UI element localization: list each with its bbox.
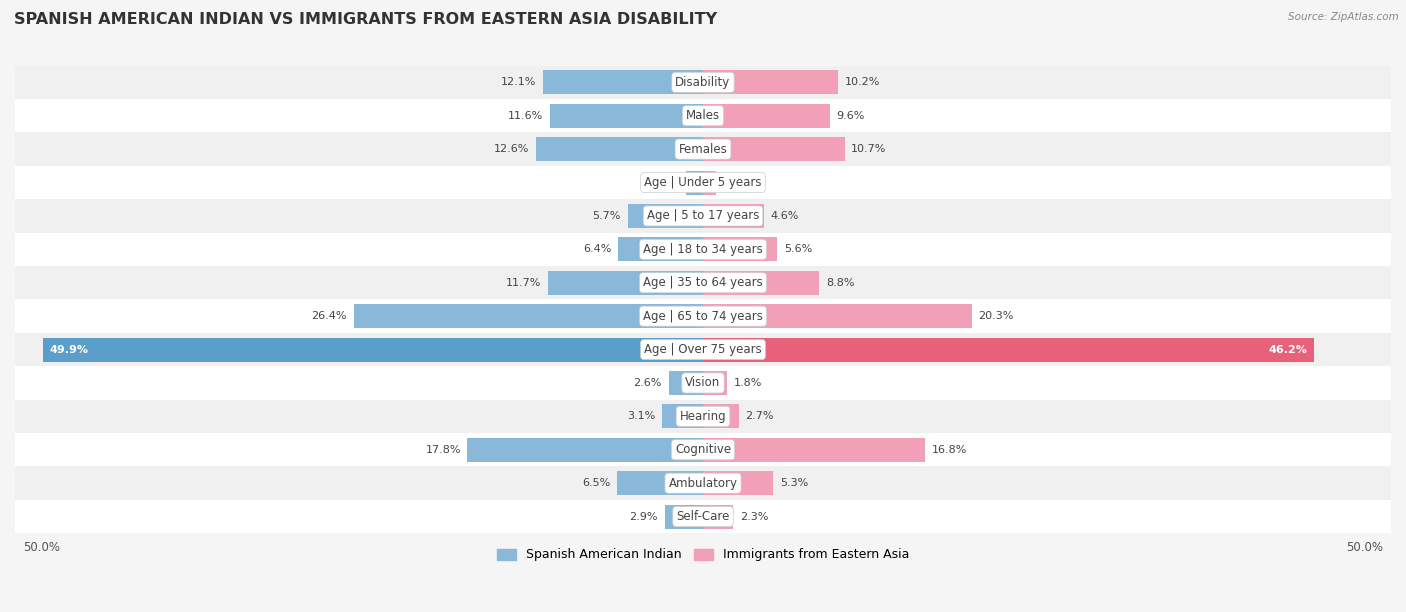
Text: Source: ZipAtlas.com: Source: ZipAtlas.com	[1288, 12, 1399, 22]
Text: 11.7%: 11.7%	[506, 278, 541, 288]
Text: 17.8%: 17.8%	[426, 445, 461, 455]
Text: Females: Females	[679, 143, 727, 155]
Text: 20.3%: 20.3%	[979, 311, 1014, 321]
Text: Age | Over 75 years: Age | Over 75 years	[644, 343, 762, 356]
Bar	[627, 204, 703, 228]
Bar	[15, 366, 1391, 400]
Text: 2.9%: 2.9%	[630, 512, 658, 521]
Bar	[703, 237, 778, 261]
Bar	[703, 371, 727, 395]
Bar	[703, 70, 838, 94]
Bar	[15, 266, 1391, 299]
Text: 12.1%: 12.1%	[501, 77, 536, 88]
Text: Males: Males	[686, 109, 720, 122]
Text: 1.0%: 1.0%	[723, 177, 751, 187]
Text: SPANISH AMERICAN INDIAN VS IMMIGRANTS FROM EASTERN ASIA DISABILITY: SPANISH AMERICAN INDIAN VS IMMIGRANTS FR…	[14, 12, 717, 28]
Text: 1.8%: 1.8%	[734, 378, 762, 388]
Text: 10.2%: 10.2%	[845, 77, 880, 88]
Bar	[703, 171, 716, 195]
Text: Disability: Disability	[675, 76, 731, 89]
Bar	[617, 471, 703, 495]
Bar	[662, 405, 703, 428]
Text: 6.5%: 6.5%	[582, 478, 610, 488]
Text: 8.8%: 8.8%	[827, 278, 855, 288]
Bar	[703, 304, 972, 328]
Bar	[543, 70, 703, 94]
Bar	[703, 204, 763, 228]
Bar	[703, 338, 1315, 362]
Bar	[548, 271, 703, 295]
Text: 4.6%: 4.6%	[770, 211, 799, 221]
Bar	[669, 371, 703, 395]
Bar	[15, 132, 1391, 166]
Text: 26.4%: 26.4%	[312, 311, 347, 321]
Text: 5.3%: 5.3%	[780, 478, 808, 488]
Text: Age | 18 to 34 years: Age | 18 to 34 years	[643, 243, 763, 256]
Bar	[536, 137, 703, 161]
Legend: Spanish American Indian, Immigrants from Eastern Asia: Spanish American Indian, Immigrants from…	[492, 543, 914, 566]
Bar	[703, 504, 734, 529]
Bar	[550, 103, 703, 128]
Bar	[467, 438, 703, 462]
Text: 12.6%: 12.6%	[495, 144, 530, 154]
Bar	[15, 233, 1391, 266]
Bar	[354, 304, 703, 328]
Bar	[15, 466, 1391, 500]
Text: 10.7%: 10.7%	[851, 144, 887, 154]
Text: 2.7%: 2.7%	[745, 411, 773, 422]
Bar	[15, 433, 1391, 466]
Text: Age | 65 to 74 years: Age | 65 to 74 years	[643, 310, 763, 323]
Bar	[15, 400, 1391, 433]
Text: Age | 35 to 64 years: Age | 35 to 64 years	[643, 276, 763, 289]
Text: 49.9%: 49.9%	[49, 345, 89, 354]
Text: 6.4%: 6.4%	[583, 244, 612, 255]
Text: 1.3%: 1.3%	[651, 177, 679, 187]
Bar	[703, 405, 738, 428]
Bar	[15, 333, 1391, 366]
Bar	[15, 99, 1391, 132]
Text: 46.2%: 46.2%	[1268, 345, 1308, 354]
Bar	[703, 103, 830, 128]
Text: Age | Under 5 years: Age | Under 5 years	[644, 176, 762, 189]
Text: 11.6%: 11.6%	[508, 111, 543, 121]
Text: 5.7%: 5.7%	[592, 211, 621, 221]
Text: 9.6%: 9.6%	[837, 111, 865, 121]
Bar	[665, 504, 703, 529]
Text: Self-Care: Self-Care	[676, 510, 730, 523]
Bar	[15, 500, 1391, 533]
Bar	[42, 338, 703, 362]
Text: 3.1%: 3.1%	[627, 411, 655, 422]
Text: Vision: Vision	[685, 376, 721, 389]
Bar	[686, 171, 703, 195]
Bar	[15, 299, 1391, 333]
Bar	[703, 471, 773, 495]
Text: Cognitive: Cognitive	[675, 443, 731, 457]
Text: 2.6%: 2.6%	[634, 378, 662, 388]
Bar	[703, 271, 820, 295]
Bar	[15, 200, 1391, 233]
Bar	[703, 438, 925, 462]
Text: Hearing: Hearing	[679, 410, 727, 423]
Bar	[619, 237, 703, 261]
Text: Age | 5 to 17 years: Age | 5 to 17 years	[647, 209, 759, 222]
Text: Ambulatory: Ambulatory	[668, 477, 738, 490]
Bar	[703, 137, 845, 161]
Text: 2.3%: 2.3%	[740, 512, 769, 521]
Bar	[15, 65, 1391, 99]
Text: 16.8%: 16.8%	[932, 445, 967, 455]
Text: 5.6%: 5.6%	[783, 244, 811, 255]
Bar	[15, 166, 1391, 200]
